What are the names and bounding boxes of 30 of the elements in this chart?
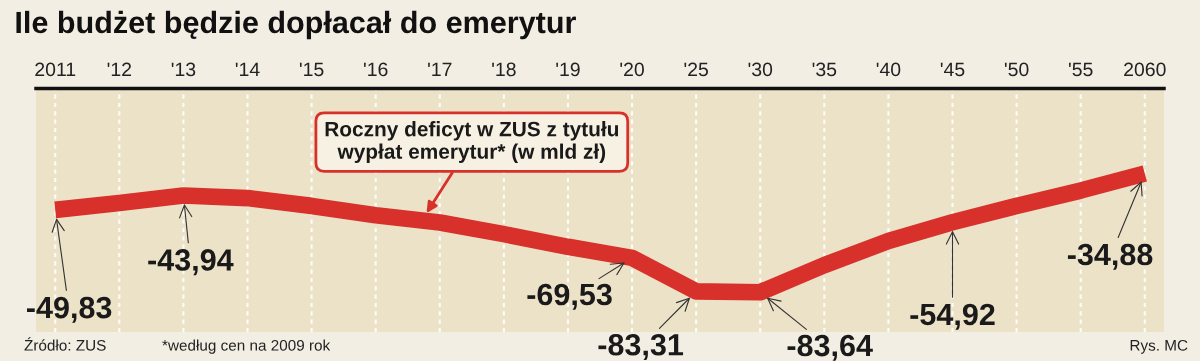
- data-label: -34,88: [1067, 243, 1153, 270]
- x-tick-label: '25: [684, 62, 708, 77]
- x-tick-label: '40: [876, 62, 901, 77]
- text: Rys. MC: [1130, 339, 1188, 354]
- data-label: -43,94: [148, 249, 234, 276]
- chart-title: Ile budżet będzie dopłacał do emerytur: [16, 10, 576, 40]
- x-tick-label: '15: [299, 62, 324, 77]
- data-label: -54,92: [910, 303, 995, 330]
- x-tick-label: '16: [364, 62, 388, 77]
- x-tick-label: '30: [748, 62, 773, 77]
- x-tick-label: '45: [940, 62, 965, 77]
- annotation: Roczny deficyt w ZUS z tytułu wypłat emerytur* (w mld zł): [325, 121, 619, 163]
- x-tick-label: '17: [428, 62, 452, 77]
- data-label: -69,53: [527, 283, 612, 310]
- x-tick-label: '20: [620, 62, 644, 77]
- x-tick-label: '13: [171, 62, 196, 77]
- x-tick-label: '35: [812, 62, 837, 77]
- text: Źródło: ZUS: [24, 337, 106, 351]
- x-tick-label: '14: [235, 62, 260, 77]
- data-label: -83,31: [598, 333, 684, 360]
- data-label: -49,83: [26, 296, 112, 323]
- x-tick-label: '12: [107, 62, 132, 77]
- x-tick-label: '19: [556, 62, 580, 77]
- text: *według cen na 2009 rok: [162, 339, 331, 354]
- data-label: -83,64: [787, 334, 873, 361]
- x-tick-label: '55: [1069, 62, 1093, 77]
- x-tick-label: '50: [1004, 62, 1029, 77]
- x-tick-label: '18: [492, 62, 516, 77]
- x-tick-label: 2060: [1124, 62, 1166, 77]
- x-tick-label: 2011: [35, 62, 76, 77]
